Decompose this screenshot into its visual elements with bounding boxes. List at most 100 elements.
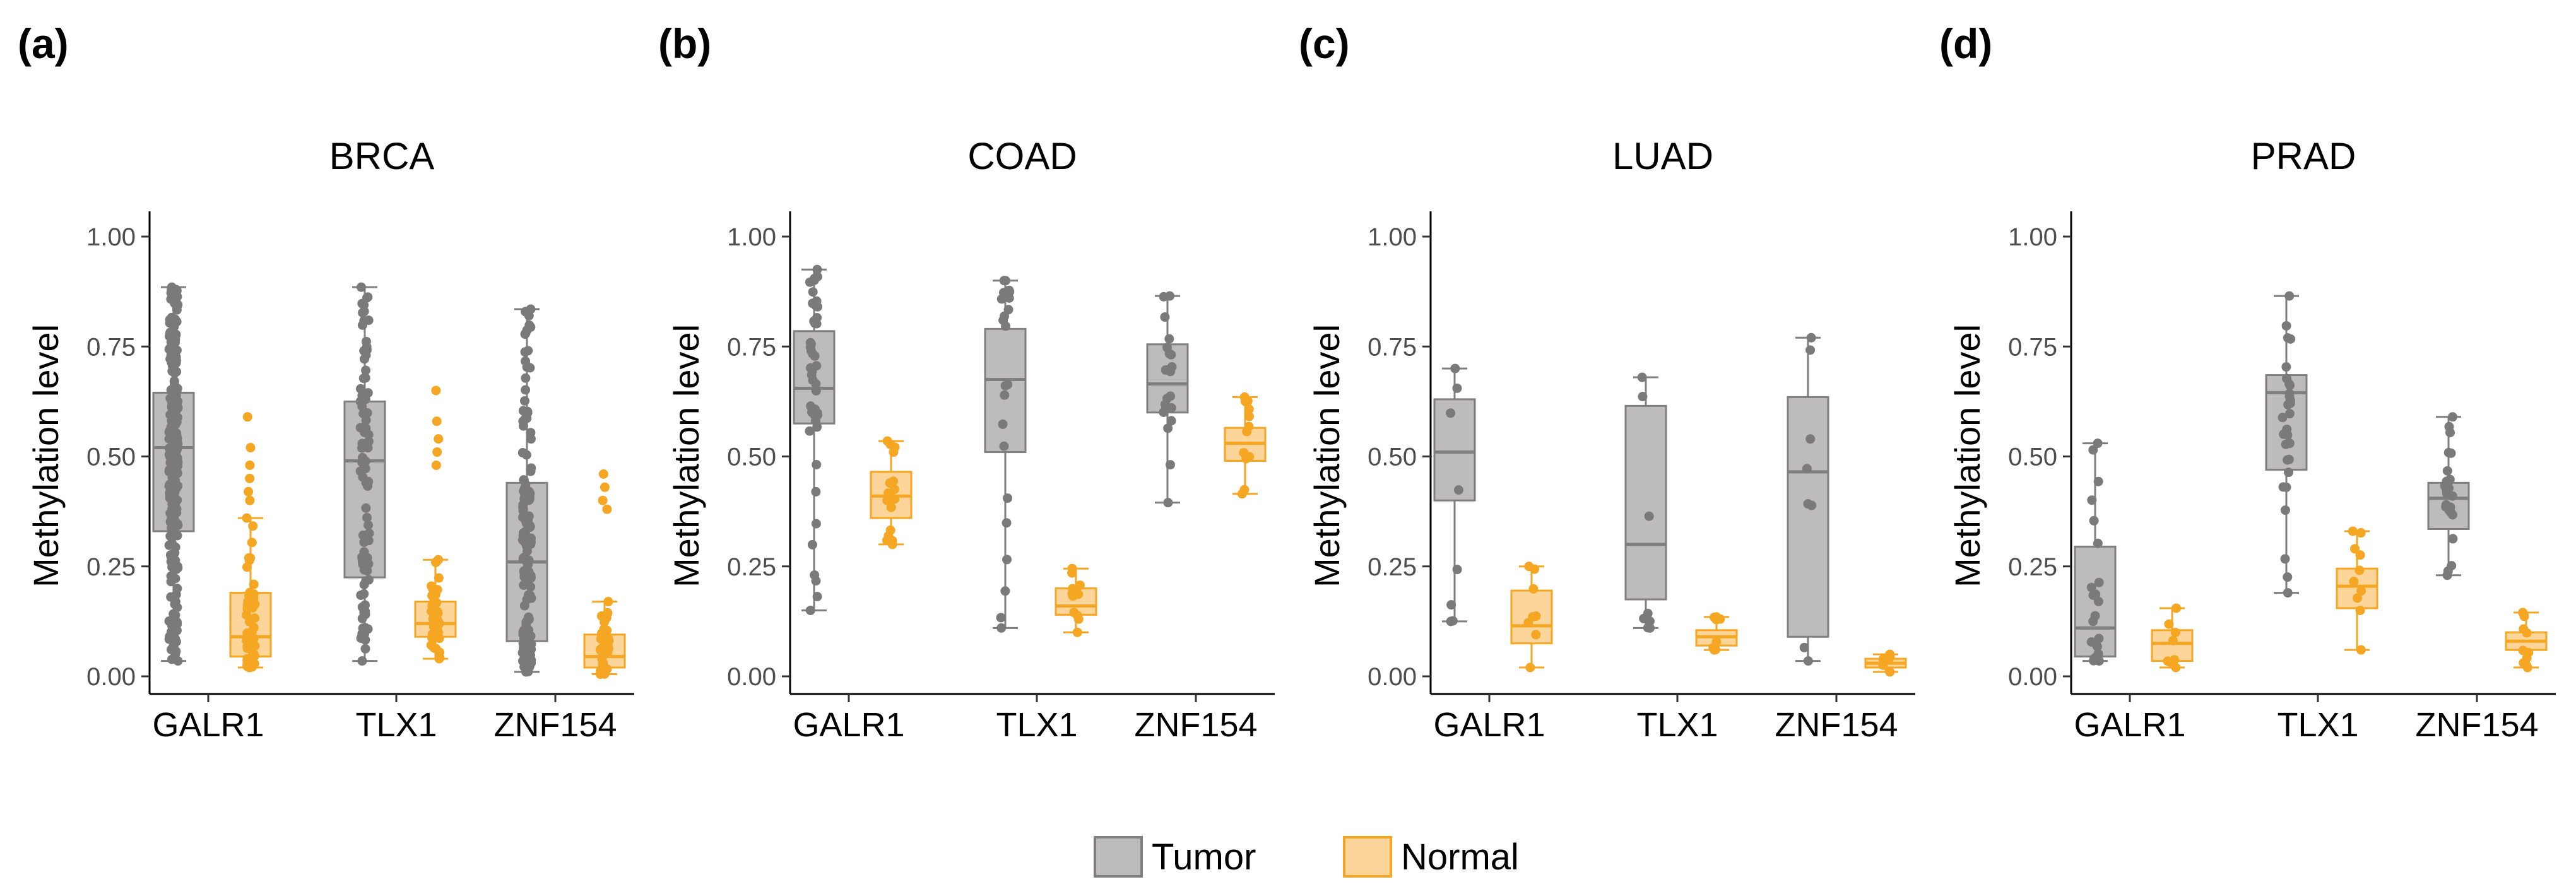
sample-point — [1525, 662, 1535, 673]
sample-point — [168, 294, 179, 304]
sample-point — [359, 421, 369, 432]
sample-point — [807, 539, 817, 550]
sample-point — [2089, 515, 2099, 526]
sample-point — [168, 642, 179, 652]
sample-point — [170, 358, 180, 368]
sample-point — [600, 616, 610, 626]
sample-point — [807, 366, 817, 376]
tumor-box-galr1 — [793, 264, 836, 615]
sample-point — [1805, 434, 1816, 444]
x-tick-label: ZNF154 — [1134, 706, 1257, 744]
sample-point — [2093, 538, 2103, 548]
sample-point — [2094, 577, 2104, 587]
sample-point — [2349, 577, 2359, 587]
sample-point — [242, 633, 252, 644]
sample-point — [524, 625, 534, 635]
y-tick-label: 0.75 — [2008, 333, 2057, 361]
sample-point — [355, 466, 365, 476]
sample-point — [1802, 464, 1812, 474]
outlier-point — [598, 469, 608, 479]
sample-point — [2170, 627, 2180, 637]
sample-point — [170, 573, 180, 584]
y-tick-label: 0.50 — [2008, 444, 2057, 471]
panel-coad: (b) COAD Methylation level 0.00 0.25 0.50 0.75… — [658, 20, 1275, 744]
panel-luad: (c) LUAD Methylation level 0.00 0.25 0.50 0.75… — [1299, 20, 1915, 744]
sample-point — [812, 592, 822, 602]
sample-point — [165, 328, 175, 338]
sample-point — [249, 623, 259, 633]
legend: Tumor Normal — [1094, 836, 1519, 878]
sample-point — [523, 362, 533, 372]
sample-point — [428, 584, 438, 594]
sample-point — [359, 580, 369, 590]
sample-point — [2284, 379, 2295, 389]
panel-brca: (a) BRCA Methylation level 0.00 0.25 0.50 0.75… — [18, 20, 634, 744]
panel-title: COAD — [967, 135, 1077, 177]
panel-label: (d) — [1939, 20, 1992, 67]
sample-point — [1003, 305, 1013, 315]
sample-point — [167, 426, 177, 437]
tumor-box-znf154 — [1146, 291, 1189, 508]
sample-point — [1002, 555, 1012, 565]
y-tick-label: 0.25 — [1368, 553, 1417, 581]
x-tick-label: TLX1 — [2277, 706, 2358, 744]
sample-point — [1885, 652, 1895, 662]
sample-point — [170, 317, 180, 327]
normal-box-tlx1 — [1695, 612, 1738, 655]
sample-point — [526, 428, 536, 438]
sample-point — [2093, 476, 2103, 486]
sample-point — [1075, 580, 1085, 591]
sample-point — [167, 416, 177, 426]
normal-box-tlx1 — [1055, 563, 1097, 637]
sample-point — [361, 503, 371, 513]
sample-point — [2171, 603, 2182, 613]
y-tick-label: 0.75 — [1368, 333, 1417, 361]
sample-point — [173, 403, 183, 413]
sample-point — [170, 610, 180, 620]
sample-point — [1530, 564, 1540, 574]
sample-point — [2283, 572, 2293, 582]
y-axis-label: Methylation level — [666, 324, 706, 587]
tumor-box-galr1 — [2074, 438, 2117, 666]
sample-point — [521, 515, 531, 526]
sample-point — [2278, 482, 2288, 492]
sample-point — [2093, 438, 2103, 449]
sample-point — [2164, 619, 2174, 629]
sample-point — [1240, 396, 1250, 406]
sample-point — [519, 475, 529, 485]
sample-point — [1807, 500, 1817, 510]
sample-point — [358, 373, 369, 384]
sample-point — [810, 273, 820, 283]
sample-point — [1446, 600, 1456, 610]
sample-point — [1885, 667, 1895, 677]
sample-point — [2443, 566, 2453, 576]
sample-point — [1452, 383, 1462, 393]
tumor-box-galr1 — [152, 282, 195, 666]
sample-point — [357, 613, 367, 623]
sample-point — [431, 644, 441, 654]
sample-point — [2086, 582, 2096, 592]
x-tick-label: TLX1 — [996, 706, 1077, 744]
sample-point — [520, 537, 530, 547]
sample-point — [2281, 362, 2291, 372]
sample-point — [885, 536, 895, 546]
sample-point — [998, 419, 1008, 429]
sample-point — [249, 601, 259, 611]
sample-point — [434, 573, 444, 583]
sample-point — [2356, 586, 2366, 596]
sample-point — [523, 346, 533, 356]
sample-point — [882, 495, 892, 505]
sample-point — [242, 654, 252, 664]
sample-point — [167, 555, 177, 565]
sample-point — [362, 512, 372, 522]
panel-title: BRCA — [329, 135, 435, 177]
sample-point — [810, 408, 820, 418]
x-tick-label: GALR1 — [793, 706, 904, 744]
sample-point — [242, 562, 252, 572]
normal-box-znf154 — [2505, 608, 2548, 673]
sample-point — [811, 519, 821, 529]
sample-point — [1164, 334, 1174, 344]
sample-point — [521, 373, 531, 383]
normal-box-znf154 — [583, 469, 626, 679]
sample-point — [811, 486, 821, 497]
